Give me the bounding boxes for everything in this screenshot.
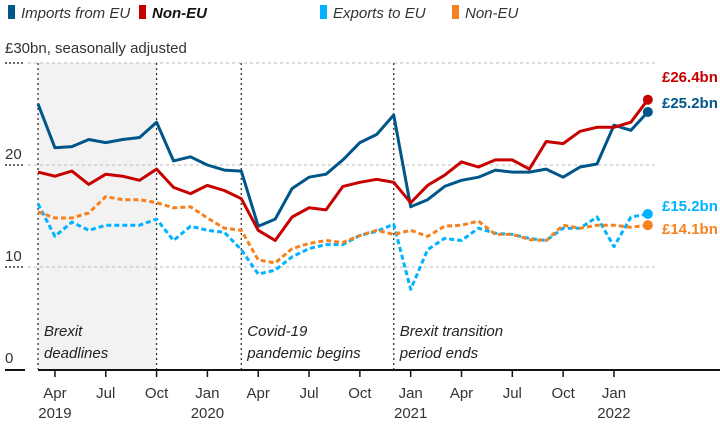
series-line-exports-to-eu: [36, 203, 649, 291]
x-tick-month: Jul: [96, 385, 115, 402]
series-end-label: £26.4bn: [662, 69, 718, 86]
brexit-deadlines-shading: [38, 63, 157, 369]
annotation-text: period ends: [399, 345, 479, 362]
annotation-text: Brexit transition: [400, 323, 503, 340]
y-tick-label: 10: [5, 248, 22, 265]
annotation-text: deadlines: [44, 345, 109, 362]
legend-label: Imports from EU: [21, 5, 130, 22]
x-tick-year: 2019: [38, 405, 71, 422]
legend-label: Non-EU: [465, 5, 519, 22]
series-line-imports-from-eu: [36, 103, 649, 228]
y-axis-label: £30bn, seasonally adjusted: [5, 40, 187, 57]
x-tick-month: Oct: [145, 385, 169, 402]
annotation-text: pandemic begins: [246, 345, 361, 362]
x-tick-year: 2021: [394, 405, 427, 422]
legend-swatch: [8, 5, 15, 19]
series-line-exports-non-eu: [37, 195, 648, 265]
x-tick-year: 2022: [597, 405, 630, 422]
x-tick-month: Oct: [551, 385, 575, 402]
annotation-text: Brexit: [44, 323, 83, 340]
x-tick-month: Apr: [43, 385, 66, 402]
legend-label: Exports to EU: [333, 5, 426, 22]
series-end-point: [642, 94, 653, 105]
x-tick-month: Apr: [450, 385, 473, 402]
series-end-point: [642, 220, 653, 231]
y-tick-label: 20: [5, 146, 22, 163]
x-tick-month: Jul: [503, 385, 522, 402]
x-tick-month: Oct: [348, 385, 372, 402]
series-end-point: [642, 106, 653, 117]
x-tick-month: Jul: [299, 385, 318, 402]
series-end-label: £25.2bn: [662, 95, 718, 112]
legend-label: Non-EU: [152, 5, 208, 22]
series-end-label: £14.1bn: [662, 221, 718, 238]
x-tick-month: Jan: [195, 385, 219, 402]
series-end-point: [642, 208, 653, 219]
legend-swatch: [452, 5, 459, 19]
legend-swatch: [320, 5, 327, 19]
x-tick-month: Jan: [399, 385, 423, 402]
series-line-imports-non-eu: [37, 98, 649, 242]
legend-swatch: [139, 5, 146, 19]
y-tick-label: 0: [5, 350, 13, 367]
x-tick-month: Jan: [602, 385, 626, 402]
series-end-label: £15.2bn: [662, 198, 718, 215]
annotation-text: Covid-19: [247, 323, 308, 340]
x-tick-month: Apr: [247, 385, 270, 402]
x-tick-year: 2020: [191, 405, 224, 422]
